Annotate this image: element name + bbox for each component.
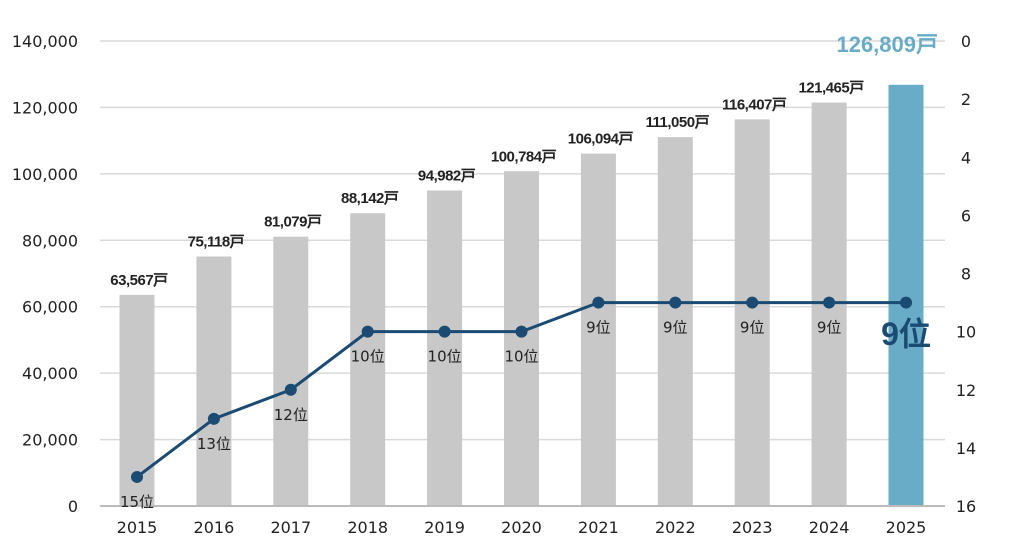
bar-value-label: 75,118戸 bbox=[188, 234, 245, 251]
right-axis-tick: 2 bbox=[961, 90, 971, 109]
rank-point bbox=[515, 325, 528, 338]
bar-value-label: 106,094戸 bbox=[568, 131, 634, 148]
bar-value-label: 116,407戸 bbox=[722, 96, 787, 113]
x-axis-tick: 2016 bbox=[194, 518, 235, 537]
rank-label: 13位 bbox=[197, 435, 231, 453]
bar-value-label: 121,465戸 bbox=[798, 80, 864, 97]
rank-point bbox=[131, 470, 143, 483]
rank-label: 15位 bbox=[120, 493, 154, 511]
rank-label: 9位 bbox=[663, 319, 688, 337]
bar bbox=[273, 236, 309, 505]
rank-label: 10位 bbox=[504, 348, 538, 366]
bar bbox=[734, 119, 770, 506]
right-axis-tick: 10 bbox=[956, 323, 976, 342]
rank-label-highlight: 9位 bbox=[881, 316, 931, 352]
rank-point bbox=[207, 412, 220, 425]
left-axis-tick: 20,000 bbox=[22, 431, 78, 450]
rank-label: 10位 bbox=[351, 348, 385, 366]
left-axis-tick: 120,000 bbox=[12, 98, 78, 117]
bar bbox=[350, 213, 386, 505]
rank-point bbox=[823, 296, 836, 309]
rank-point bbox=[284, 383, 297, 396]
rank-point bbox=[438, 325, 451, 338]
left-axis-tick: 40,000 bbox=[22, 364, 78, 383]
bar-value-label-highlight: 126,809戸 bbox=[836, 32, 938, 57]
rank-point bbox=[669, 296, 682, 309]
left-axis-tick: 140,000 bbox=[12, 32, 78, 51]
right-axis-tick: 16 bbox=[956, 497, 976, 516]
bar bbox=[580, 153, 616, 505]
left-axis-tick: 0 bbox=[68, 497, 78, 516]
bar-value-label: 111,050戸 bbox=[646, 114, 710, 131]
right-axis-tick: 6 bbox=[961, 206, 971, 225]
rank-label: 9位 bbox=[586, 319, 611, 337]
x-axis-tick: 2025 bbox=[886, 518, 927, 537]
bar bbox=[427, 190, 463, 505]
bar-value-label: 63,567戸 bbox=[110, 272, 168, 289]
rank-label: 9位 bbox=[817, 319, 842, 337]
bar-value-label: 100,784戸 bbox=[491, 148, 557, 165]
right-axis-tick: 4 bbox=[961, 148, 971, 167]
right-axis-tick: 0 bbox=[961, 32, 971, 51]
x-axis-tick: 2017 bbox=[270, 518, 311, 537]
bar bbox=[888, 84, 924, 506]
bar-value-label: 94,982戸 bbox=[418, 168, 476, 185]
left-axis-tick: 60,000 bbox=[22, 298, 78, 317]
right-axis-tick: 12 bbox=[956, 381, 976, 400]
x-axis-tick: 2015 bbox=[117, 518, 158, 537]
left-axis-tick: 80,000 bbox=[22, 231, 78, 250]
x-axis-tick: 2018 bbox=[347, 518, 388, 537]
bar-value-label: 81,079戸 bbox=[264, 214, 322, 231]
x-axis-tick: 2024 bbox=[809, 518, 850, 537]
x-axis-tick: 2021 bbox=[578, 518, 619, 537]
rank-point bbox=[900, 296, 912, 309]
rank-point bbox=[592, 296, 605, 309]
x-axis-tick: 2022 bbox=[655, 518, 696, 537]
bar bbox=[657, 137, 693, 506]
rank-label: 9位 bbox=[740, 319, 765, 337]
rank-point bbox=[746, 296, 759, 309]
bar bbox=[504, 171, 539, 505]
right-axis-tick: 8 bbox=[961, 265, 971, 284]
bar bbox=[196, 256, 232, 505]
rank-label: 10位 bbox=[428, 348, 462, 366]
bar-value-label: 88,142戸 bbox=[341, 190, 399, 207]
rank-label: 12位 bbox=[274, 406, 308, 424]
right-axis-tick: 14 bbox=[956, 439, 976, 458]
x-axis-tick: 2023 bbox=[732, 518, 773, 537]
x-axis-tick: 2019 bbox=[424, 518, 465, 537]
rank-point bbox=[361, 325, 374, 338]
left-axis-tick: 100,000 bbox=[12, 165, 78, 184]
x-axis-tick: 2020 bbox=[501, 518, 542, 537]
